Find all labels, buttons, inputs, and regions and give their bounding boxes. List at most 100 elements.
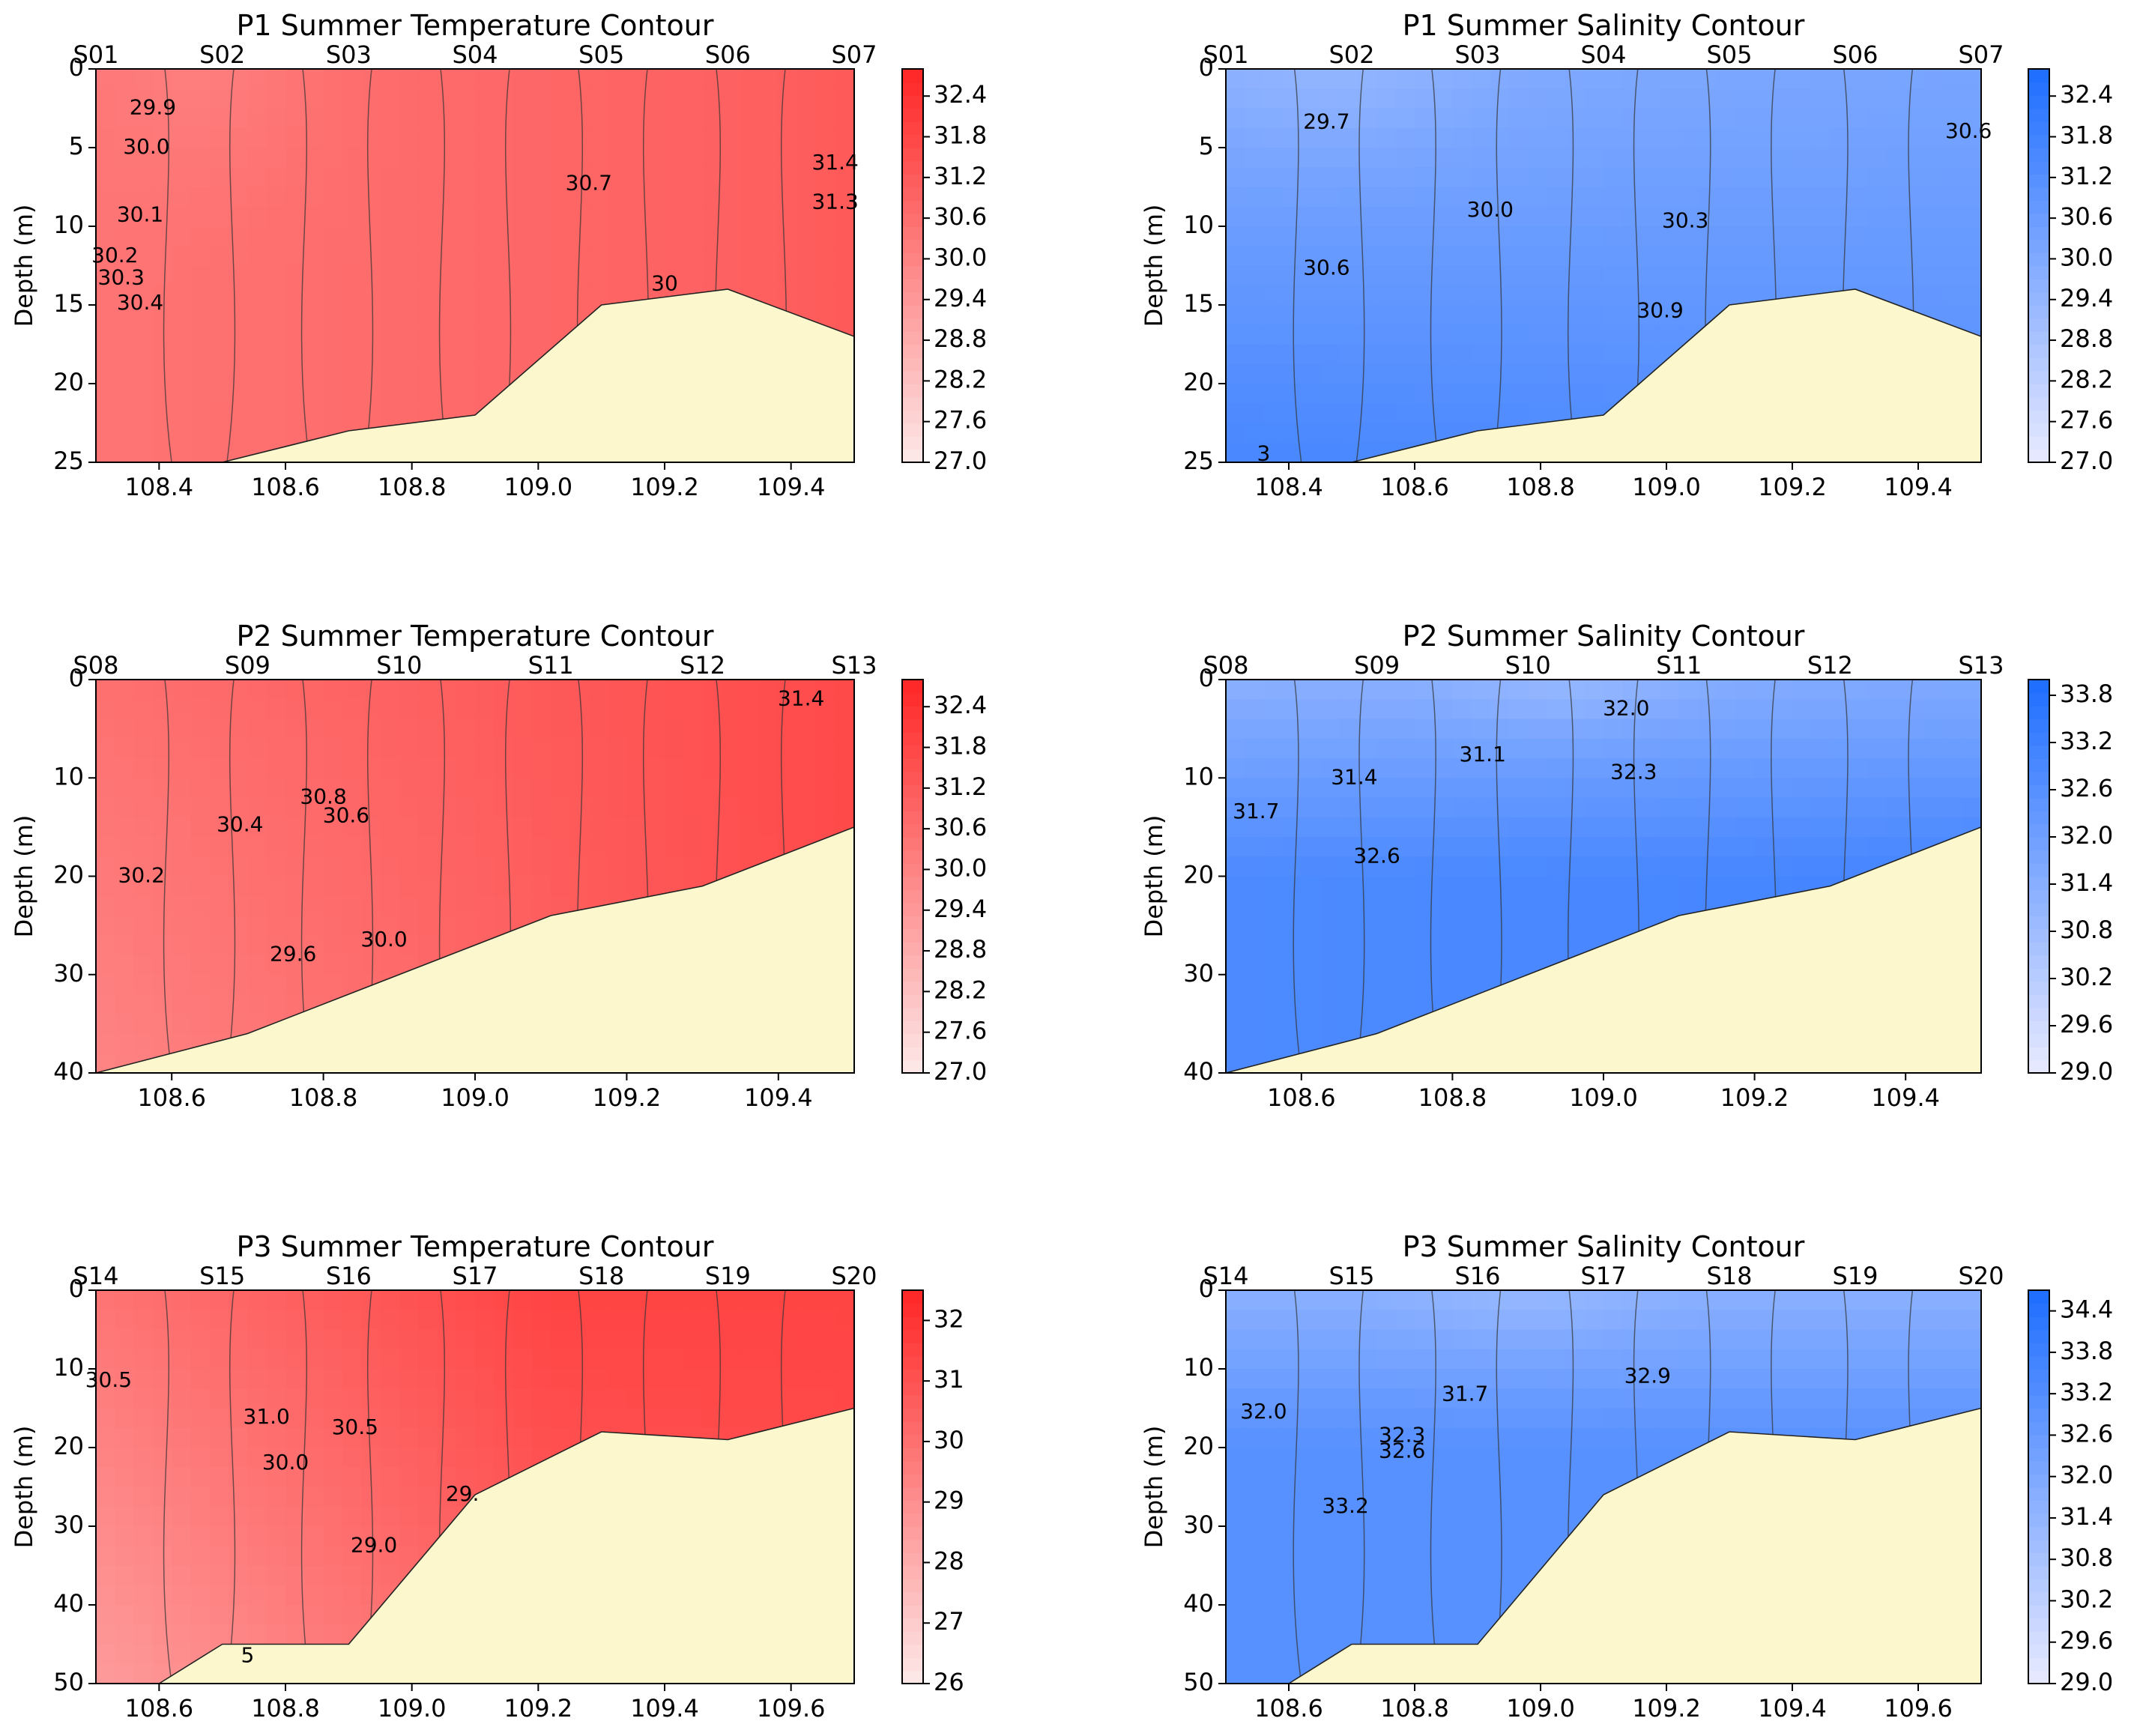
contour-cell [551, 226, 571, 247]
contour-cell [1301, 699, 1321, 720]
contour-cell [1830, 167, 1850, 188]
contour-cell [608, 148, 628, 169]
contour-cell [1678, 246, 1699, 267]
contour-cell [1603, 305, 1623, 326]
contour-cell [1509, 1526, 1529, 1547]
contour-cell [1867, 758, 1887, 779]
contour-cell [1263, 680, 1284, 701]
colorbar-segment [2028, 928, 2049, 943]
contour-cell [665, 837, 685, 858]
contour-cell [1717, 837, 1737, 858]
contour-cell [759, 1388, 779, 1409]
contour-cell [1263, 265, 1284, 286]
contour-cell [1358, 974, 1378, 995]
contour-cell [721, 148, 741, 169]
contour-cell [172, 994, 192, 1015]
contour-cell [266, 1369, 286, 1390]
contour-cell [323, 778, 343, 799]
colorbar-segment [902, 95, 923, 109]
contour-cell [645, 876, 665, 897]
contour-cell [304, 1546, 324, 1567]
contour-cell [1282, 895, 1302, 916]
contour-cell [1320, 876, 1340, 897]
contour-cell [247, 127, 267, 148]
contour-cell [740, 206, 761, 227]
contour-cell [1358, 1467, 1378, 1488]
contour-cell [304, 403, 324, 424]
contour-cell [835, 285, 855, 306]
contour-cell [551, 246, 571, 267]
contour-cell [133, 699, 154, 720]
contour-cell [285, 738, 306, 759]
contour-cell [1735, 738, 1756, 759]
contour-cell [1245, 1565, 1265, 1586]
plot-frame [1225, 68, 1982, 463]
contour-cell [1301, 108, 1321, 129]
contour-cell [418, 1310, 438, 1331]
colorbar-segment [902, 1670, 923, 1684]
contour-cell [152, 403, 172, 424]
contour-cell [1943, 108, 1963, 129]
contour-cell [1565, 226, 1586, 247]
contour-cell [1509, 285, 1529, 306]
contour-cell [588, 699, 608, 720]
contour-cell [361, 344, 381, 365]
contour-cell [190, 1349, 211, 1370]
contour-cell [1962, 265, 1982, 286]
contour-cell [1528, 797, 1548, 818]
colorbar-tick-label: 30.8 [2060, 916, 2113, 944]
contour-cell [494, 1349, 514, 1370]
contour-label: 30.0 [1467, 197, 1514, 222]
contour-cell [1301, 305, 1321, 326]
contour-cell [1509, 1310, 1529, 1331]
contour-cell [1792, 69, 1812, 90]
contour-cell [1245, 206, 1265, 227]
contour-cell [133, 1487, 154, 1507]
colorbar-segment [2028, 265, 2049, 279]
contour-cell [1849, 246, 1869, 267]
contour-cell [513, 88, 533, 109]
contour-cell [494, 680, 514, 701]
contour-cell [1339, 246, 1359, 267]
contour-label: 29.7 [1303, 109, 1349, 133]
contour-cell [1282, 1310, 1302, 1331]
contour-cell [1282, 384, 1302, 405]
contour-cell [342, 305, 362, 326]
contour-cell [266, 384, 286, 405]
contour-cell [551, 1349, 571, 1370]
contour-cell [266, 856, 286, 877]
contour-cell [1867, 837, 1887, 858]
contour-cell [531, 699, 551, 720]
contour-cell [1660, 69, 1680, 90]
contour-cell [513, 265, 533, 286]
contour-cell [1603, 1369, 1623, 1390]
contour-cell [1509, 778, 1529, 799]
contour-cell [172, 935, 192, 956]
contour-cell [172, 1369, 192, 1390]
colorbar-tick-label: 28.8 [934, 324, 987, 353]
contour-cell [1395, 758, 1415, 779]
contour-cell [1282, 856, 1302, 877]
chart-title: P2 Summer Temperature Contour [236, 620, 713, 653]
y-tick-label: 40 [53, 1057, 84, 1086]
contour-cell [323, 324, 343, 345]
contour-cell [1811, 148, 1831, 169]
contour-cell [323, 1329, 343, 1350]
contour-cell [399, 916, 419, 937]
contour-cell [1547, 1310, 1567, 1331]
contour-cell [816, 1329, 836, 1350]
contour-cell [247, 719, 267, 740]
contour-cell [1452, 403, 1472, 424]
contour-cell [1376, 1388, 1397, 1409]
contour-cell [1226, 1427, 1245, 1448]
contour-cell [115, 265, 135, 286]
contour-cell [1433, 1290, 1454, 1311]
contour-cell [1245, 246, 1265, 267]
contour-cell [1282, 108, 1302, 129]
colorbar-tick-label: 31.2 [934, 162, 987, 190]
contour-cell [304, 187, 324, 208]
contour-cell [1584, 778, 1604, 799]
contour-cell [285, 699, 306, 720]
contour-cell [1603, 1290, 1623, 1311]
contour-cell [172, 127, 192, 148]
